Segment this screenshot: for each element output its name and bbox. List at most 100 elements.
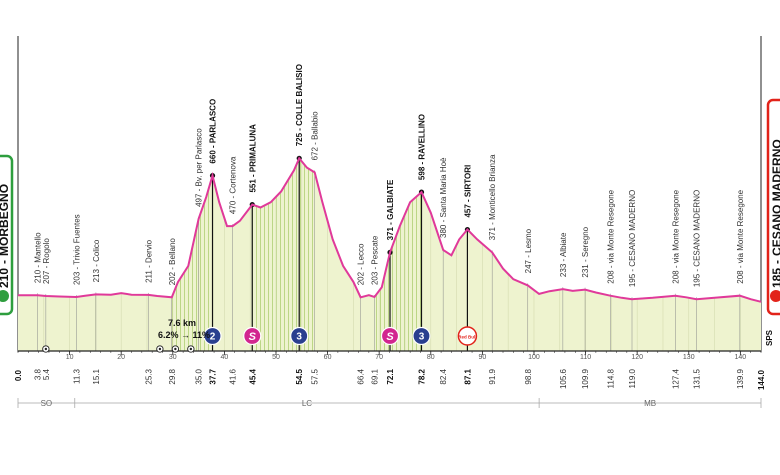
location-separator: - xyxy=(463,197,472,204)
location-altitude: 457 xyxy=(463,204,472,218)
location-label: 497 - Bv. per Parlasco xyxy=(195,128,204,207)
location-altitude: 497 xyxy=(195,193,204,207)
location-separator: - xyxy=(92,262,101,269)
location-separator: - xyxy=(559,257,568,264)
location-label: 551 - PRIMALUNA xyxy=(248,124,257,193)
location-separator: - xyxy=(168,265,177,272)
location-label: 195 - CESANO MADERNO xyxy=(628,190,637,287)
location-label: 202 - Lecco xyxy=(357,243,366,285)
km-tick-label: 50 xyxy=(272,354,280,361)
location-km: 66.4 xyxy=(357,368,366,384)
location-km: 114.8 xyxy=(606,368,615,388)
km-tick-label: 10 xyxy=(66,354,74,361)
location-separator: - xyxy=(524,253,533,260)
location-km: 57.5 xyxy=(311,368,320,384)
climb-length: 7.6 km xyxy=(168,318,196,328)
sprint-badge: S xyxy=(380,326,400,346)
location-label: 210 - Mantello xyxy=(34,232,43,283)
location-altitude: 195 xyxy=(693,273,702,287)
location-altitude: 598 xyxy=(417,166,426,180)
location-name: Cortenova xyxy=(229,156,238,193)
location-km: 119.0 xyxy=(628,368,637,388)
road-symbol-icon xyxy=(171,345,180,353)
location-altitude: 470 xyxy=(229,200,238,214)
svg-text:185-CESANO MADERNO: 185-CESANO MADERNO xyxy=(770,139,780,288)
location-altitude: 660 xyxy=(209,150,218,164)
location-label: 208 - via Monte Resegone xyxy=(671,189,680,283)
profile-line-layer xyxy=(18,156,762,303)
location-km: 78.2 xyxy=(417,368,426,384)
location-separator: - xyxy=(357,265,366,272)
location-altitude: 195 xyxy=(628,273,637,287)
location-altitude: 203 xyxy=(72,271,81,285)
road-symbol-dot xyxy=(44,347,48,351)
sprint-label: S xyxy=(249,331,257,343)
location-label: 247 - Lesmo xyxy=(524,228,533,273)
location-name: GALBIATE xyxy=(386,179,395,220)
sps-note: SPS xyxy=(765,329,774,346)
location-altitude: 231 xyxy=(581,264,590,278)
location-name: Bv. per Parlasco xyxy=(195,128,204,187)
start-sign: 210-MORBEGNO xyxy=(0,154,14,316)
location-km: 87.1 xyxy=(463,368,472,384)
kom-badge-circle xyxy=(290,326,309,346)
road-symbol-dot xyxy=(174,347,177,351)
location-altitude: 202 xyxy=(168,271,177,285)
location-label: 213 - Colico xyxy=(92,239,101,282)
badges-layer: 2 3 3 S S Red Bull xyxy=(42,326,478,353)
road-symbol-icon xyxy=(156,345,164,353)
location-separator: - xyxy=(209,143,218,150)
finish-km: 144.0 xyxy=(757,369,766,390)
location-altitude: 207 xyxy=(42,270,51,284)
location-name: Albiate xyxy=(559,232,568,257)
location-name: Trivio Fuentes xyxy=(72,214,81,264)
location-separator: - xyxy=(581,257,590,264)
km-tick-label: 70 xyxy=(375,354,383,361)
location-altitude: 208 xyxy=(736,270,745,284)
finish-sign: 185-CESANO MADERNO xyxy=(766,98,780,316)
location-label: 457 - SIRTORI xyxy=(463,165,472,218)
climb-segment-1 xyxy=(171,175,213,351)
location-label: 202 - Bellano xyxy=(168,238,177,286)
location-separator: - xyxy=(72,265,81,272)
province-code: MB xyxy=(644,399,656,408)
location-name: SIRTORI xyxy=(463,165,472,197)
location-name: Bellano xyxy=(168,238,177,265)
km-axis: 10 20 30 40 50 60 70 80 90 100 110 120 130 140 3.8 5.4 1… xyxy=(17,350,762,389)
km-tick-label: 20 xyxy=(117,354,125,361)
road-symbol-dot xyxy=(158,347,162,351)
location-name: Pescate xyxy=(371,235,380,264)
location-label: 207 - Rogolo xyxy=(42,238,51,284)
location-name: CESANO MADERNO xyxy=(693,190,702,267)
location-name: Colico xyxy=(92,239,101,262)
kom-category: 2 xyxy=(210,332,216,343)
sprint-badge-circle xyxy=(380,326,400,346)
location-km: 105.6 xyxy=(559,368,568,389)
location-separator: - xyxy=(229,194,238,201)
location-separator: - xyxy=(671,263,680,270)
km-tick-label: 110 xyxy=(580,354,591,361)
location-altitude: 672 xyxy=(311,146,320,160)
location-separator: - xyxy=(311,140,320,147)
location-separator: - xyxy=(736,263,745,270)
location-label: 371 - GALBIATE xyxy=(386,179,395,240)
km-tick-label: 30 xyxy=(169,354,177,361)
location-label: 598 - RAVELLINO xyxy=(417,114,426,180)
location-altitude: 380 xyxy=(439,224,448,238)
location-name: Dervio xyxy=(145,239,154,263)
location-name: Lecco xyxy=(357,243,366,265)
location-km: 98.8 xyxy=(524,368,533,384)
location-altitude: 211 xyxy=(145,270,154,283)
location-label: 380 - Santa Maria Hoè xyxy=(439,157,448,238)
province-strip: SO LC MB xyxy=(17,398,762,408)
location-separator: - xyxy=(145,263,154,270)
location-name: Mantello xyxy=(34,232,43,263)
location-separator: - xyxy=(693,267,702,274)
location-km: 69.1 xyxy=(371,368,380,384)
location-separator: - xyxy=(42,264,51,271)
location-km: 35.0 xyxy=(195,368,204,384)
road-symbol-icon xyxy=(42,345,50,353)
location-km: 45.4 xyxy=(248,368,257,384)
